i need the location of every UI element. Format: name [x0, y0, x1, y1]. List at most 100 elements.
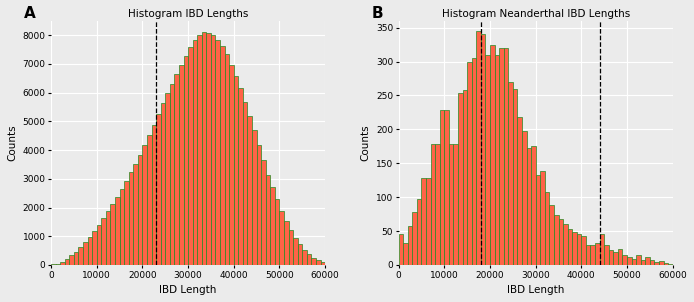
Bar — [531, 146, 536, 265]
Bar — [504, 48, 508, 265]
Bar — [65, 259, 69, 265]
Bar — [220, 46, 225, 265]
Bar — [518, 117, 522, 265]
Bar — [540, 172, 545, 265]
Bar — [536, 175, 540, 265]
Bar — [440, 110, 444, 265]
Bar — [206, 33, 211, 265]
Bar — [225, 54, 229, 265]
Bar — [83, 242, 87, 265]
Bar — [266, 175, 270, 265]
Bar — [582, 236, 586, 265]
Bar — [215, 40, 220, 265]
Bar — [151, 124, 156, 265]
Bar — [604, 245, 609, 265]
Bar — [298, 244, 303, 265]
Bar — [234, 76, 238, 265]
Bar — [124, 181, 128, 265]
Bar — [115, 197, 119, 265]
Bar — [51, 264, 56, 265]
Bar — [430, 144, 435, 265]
Bar — [280, 211, 284, 265]
Bar — [463, 90, 467, 265]
Bar — [449, 144, 453, 265]
Bar — [188, 47, 193, 265]
Bar — [490, 45, 495, 265]
Bar — [481, 34, 485, 265]
Bar — [472, 58, 476, 265]
Bar — [545, 192, 550, 265]
Bar — [563, 224, 568, 265]
Bar — [403, 243, 408, 265]
Bar — [600, 234, 604, 265]
Bar — [663, 263, 668, 265]
Bar — [174, 74, 179, 265]
Bar — [609, 250, 613, 265]
Bar — [476, 31, 481, 265]
Y-axis label: Counts: Counts — [360, 125, 371, 161]
Bar — [668, 264, 672, 265]
Bar — [522, 131, 527, 265]
Bar — [485, 55, 490, 265]
Bar — [444, 110, 449, 265]
Bar — [56, 264, 60, 265]
Bar — [618, 249, 623, 265]
Bar — [645, 258, 650, 265]
Bar — [435, 144, 440, 265]
Bar — [96, 225, 101, 265]
Bar — [412, 212, 417, 265]
Bar — [659, 261, 663, 265]
Bar — [229, 65, 234, 265]
Bar — [197, 35, 202, 265]
Bar — [573, 233, 577, 265]
Bar — [398, 234, 403, 265]
Bar — [202, 32, 206, 265]
Bar — [426, 178, 430, 265]
Title: Histogram IBD Lengths: Histogram IBD Lengths — [128, 9, 248, 19]
Bar — [321, 262, 325, 265]
Title: Histogram Neanderthal IBD Lengths: Histogram Neanderthal IBD Lengths — [441, 9, 629, 19]
Text: B: B — [371, 6, 383, 21]
Bar — [636, 255, 641, 265]
Bar — [211, 35, 215, 265]
Bar — [193, 40, 197, 265]
Bar — [179, 65, 183, 265]
Bar — [275, 200, 280, 265]
Bar — [527, 148, 531, 265]
X-axis label: IBD Length: IBD Length — [160, 285, 217, 295]
Bar — [550, 205, 554, 265]
Bar — [170, 84, 174, 265]
Bar — [92, 231, 96, 265]
Bar — [138, 155, 142, 265]
Bar — [119, 189, 124, 265]
Bar — [106, 211, 110, 265]
Bar — [508, 82, 513, 265]
Bar — [568, 229, 573, 265]
Bar — [595, 243, 600, 265]
Bar — [421, 178, 426, 265]
Bar — [60, 262, 65, 265]
Bar — [78, 247, 83, 265]
Bar — [128, 172, 133, 265]
Bar — [577, 234, 582, 265]
Bar — [408, 226, 412, 265]
Bar — [238, 88, 243, 265]
Bar — [650, 260, 654, 265]
Bar — [289, 230, 293, 265]
Bar — [257, 145, 261, 265]
Bar — [69, 255, 74, 265]
Bar — [641, 260, 645, 265]
Bar — [613, 252, 618, 265]
Bar — [307, 254, 312, 265]
Bar — [156, 114, 161, 265]
Text: A: A — [24, 6, 35, 21]
Y-axis label: Counts: Counts — [7, 125, 17, 161]
Bar — [513, 89, 518, 265]
Bar — [165, 93, 170, 265]
Bar — [87, 237, 92, 265]
Bar — [147, 135, 151, 265]
Bar — [303, 250, 307, 265]
Bar — [248, 116, 252, 265]
Bar — [632, 259, 636, 265]
Bar — [499, 48, 504, 265]
